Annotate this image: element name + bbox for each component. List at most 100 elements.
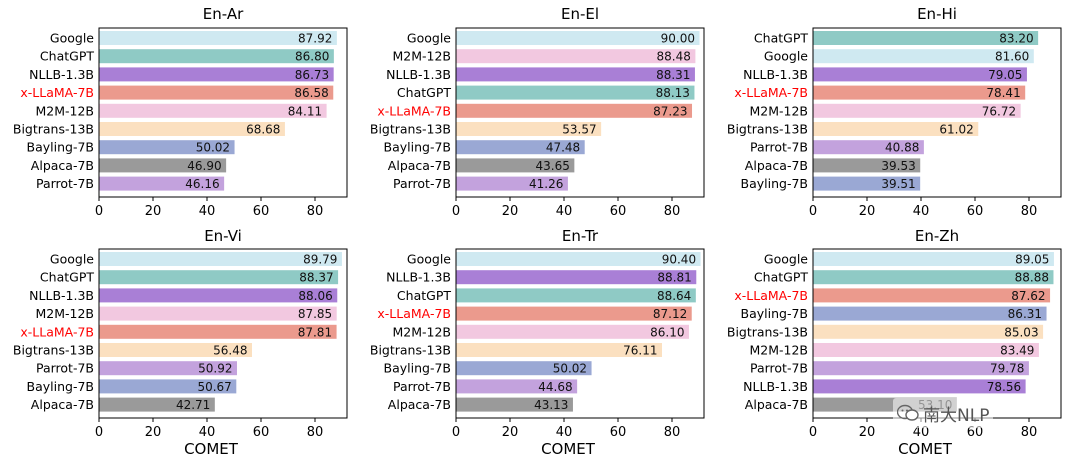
category-label-en-el-google: Google — [407, 31, 451, 46]
x-tick-label-en-hi-40: 40 — [913, 204, 930, 219]
data-label-en-tr-google: 90.40 — [662, 253, 696, 267]
category-label-en-hi-parrot-7b: Parrot-7B — [750, 140, 808, 155]
category-label-en-hi-chatgpt: ChatGPT — [754, 31, 808, 46]
data-label-en-zh-m2m-12b: 83.49 — [1000, 344, 1034, 358]
x-tick-label-en-hi-80: 80 — [1021, 204, 1038, 219]
category-label-en-hi-m2m-12b: M2M-12B — [749, 103, 808, 118]
data-label-en-el-nllb-1-3b: 88.31 — [656, 68, 690, 82]
category-label-en-vi-alpaca-7b: Alpaca-7B — [31, 397, 94, 412]
category-label-en-tr-x-llama-7b: x-LLaMA-7B — [377, 306, 451, 321]
x-tick-label-en-hi-0: 0 — [809, 204, 817, 219]
x-tick-label-en-ar-20: 20 — [145, 204, 162, 219]
category-label-en-hi-alpaca-7b: Alpaca-7B — [745, 158, 808, 173]
category-label-en-tr-parrot-7b: Parrot-7B — [393, 379, 451, 394]
data-label-en-tr-m2m-12b: 86.10 — [650, 325, 684, 339]
category-label-en-zh-google: Google — [764, 252, 808, 267]
data-label-en-ar-google: 87.92 — [298, 32, 332, 46]
bar-en-ar-bigtrans-13b — [99, 122, 285, 136]
bar-en-zh-chatgpt — [813, 270, 1054, 285]
data-label-en-ar-chatgpt: 86.80 — [295, 50, 329, 64]
chart-title-en-zh: En-Zh — [915, 227, 959, 245]
category-label-en-hi-nllb-1-3b: NLLB-1.3B — [743, 67, 808, 82]
bar-en-el-bigtrans-13b — [456, 122, 602, 136]
category-label-en-el-x-llama-7b: x-LLaMA-7B — [377, 103, 451, 118]
data-label-en-tr-nllb-1-3b: 88.81 — [657, 271, 691, 285]
x-tick-label-en-hi-60: 60 — [967, 204, 984, 219]
category-label-en-ar-bigtrans-13b: Bigtrans-13B — [13, 122, 94, 137]
data-label-en-ar-m2m-12b: 84.11 — [288, 104, 322, 118]
bar-en-el-m2m-12b — [456, 49, 696, 64]
data-label-en-vi-chatgpt: 88.37 — [299, 271, 333, 285]
bar-en-ar-chatgpt — [99, 49, 334, 64]
data-label-en-el-google: 90.00 — [661, 32, 695, 46]
x-tick-label-en-zh-40: 40 — [913, 425, 930, 440]
data-label-en-zh-bigtrans-13b: 85.03 — [1004, 325, 1038, 339]
data-label-en-ar-bigtrans-13b: 68.68 — [246, 123, 280, 137]
category-label-en-hi-google: Google — [764, 49, 808, 64]
category-label-en-vi-x-llama-7b: x-LLaMA-7B — [20, 324, 94, 339]
data-label-en-zh-nllb-1-3b: 78.56 — [987, 380, 1021, 394]
x-axis-label-en-vi: COMET — [184, 440, 239, 458]
category-label-en-ar-m2m-12b: M2M-12B — [35, 103, 94, 118]
data-label-en-hi-m2m-12b: 76.72 — [982, 104, 1016, 118]
bar-en-hi-chatgpt — [813, 31, 1039, 45]
chart-title-en-ar: En-Ar — [203, 5, 244, 23]
category-label-en-el-chatgpt: ChatGPT — [397, 85, 451, 100]
x-axis-label-en-tr: COMET — [541, 440, 596, 458]
category-label-en-ar-bayling-7b: Bayling-7B — [27, 140, 94, 155]
bar-en-zh-x-llama-7b — [813, 288, 1051, 303]
bar-en-hi-nllb-1-3b — [813, 67, 1027, 82]
data-label-en-vi-alpaca-7b: 42.71 — [176, 398, 210, 412]
x-tick-label-en-tr-60: 60 — [610, 425, 627, 440]
data-label-en-ar-x-llama-7b: 86.58 — [294, 86, 328, 100]
data-label-en-ar-nllb-1-3b: 86.73 — [295, 68, 329, 82]
data-label-en-tr-parrot-7b: 44.68 — [538, 380, 572, 394]
bar-en-tr-alpaca-7b — [456, 397, 573, 412]
x-tick-label-en-tr-40: 40 — [556, 425, 573, 440]
x-tick-label-en-ar-60: 60 — [253, 204, 270, 219]
bar-en-ar-alpaca-7b — [99, 158, 227, 173]
bar-en-el-nllb-1-3b — [456, 67, 695, 82]
bar-en-el-chatgpt — [456, 85, 695, 100]
x-tick-label-en-ar-40: 40 — [199, 204, 216, 219]
bar-en-tr-chatgpt — [456, 288, 696, 303]
data-label-en-hi-x-llama-7b: 78.41 — [986, 86, 1020, 100]
x-tick-label-en-ar-80: 80 — [307, 204, 324, 219]
data-label-en-ar-parrot-7b: 46.16 — [185, 177, 219, 191]
category-label-en-hi-bigtrans-13b: Bigtrans-13B — [727, 122, 808, 137]
category-label-en-tr-chatgpt: ChatGPT — [397, 288, 451, 303]
plot-frame-en-vi — [98, 248, 348, 419]
bar-en-zh-bayling-7b — [813, 306, 1047, 321]
data-label-en-vi-google: 89.79 — [303, 253, 337, 267]
data-label-en-zh-x-llama-7b: 87.62 — [1011, 289, 1045, 303]
data-label-en-tr-bigtrans-13b: 76.11 — [623, 344, 657, 358]
chart-title-en-el: En-El — [561, 5, 599, 23]
data-label-en-zh-google: 89.05 — [1015, 253, 1049, 267]
plot-frame-en-el — [455, 27, 705, 198]
category-label-en-vi-bigtrans-13b: Bigtrans-13B — [13, 343, 94, 358]
data-label-en-hi-bigtrans-13b: 61.02 — [939, 123, 973, 137]
data-label-en-hi-chatgpt: 83.20 — [999, 32, 1033, 46]
category-label-en-vi-chatgpt: ChatGPT — [40, 270, 94, 285]
bar-en-zh-parrot-7b — [813, 361, 1029, 376]
x-tick-label-en-el-20: 20 — [502, 204, 519, 219]
data-label-en-vi-m2m-12b: 87.85 — [298, 307, 332, 321]
plot-frame-en-tr — [455, 248, 705, 419]
data-label-en-hi-bayling-7b: 39.51 — [881, 177, 915, 191]
data-label-en-hi-google: 81.60 — [995, 50, 1029, 64]
data-label-en-el-x-llama-7b: 87.23 — [653, 104, 687, 118]
bar-en-hi-google — [813, 49, 1034, 64]
bar-en-ar-bayling-7b — [99, 140, 235, 155]
bar-en-tr-bigtrans-13b — [456, 343, 662, 357]
category-label-en-tr-m2m-12b: M2M-12B — [392, 324, 451, 339]
bar-en-ar-google — [99, 31, 337, 45]
bar-en-ar-parrot-7b — [99, 176, 225, 191]
category-label-en-ar-chatgpt: ChatGPT — [40, 49, 94, 64]
x-tick-label-en-vi-20: 20 — [145, 425, 162, 440]
category-label-en-zh-bigtrans-13b: Bigtrans-13B — [727, 324, 808, 339]
data-label-en-el-bigtrans-13b: 53.57 — [562, 123, 596, 137]
data-label-en-hi-parrot-7b: 40.88 — [885, 141, 919, 155]
data-label-en-vi-parrot-7b: 50.92 — [198, 362, 232, 376]
category-label-en-el-m2m-12b: M2M-12B — [392, 49, 451, 64]
x-tick-label-en-vi-60: 60 — [253, 425, 270, 440]
